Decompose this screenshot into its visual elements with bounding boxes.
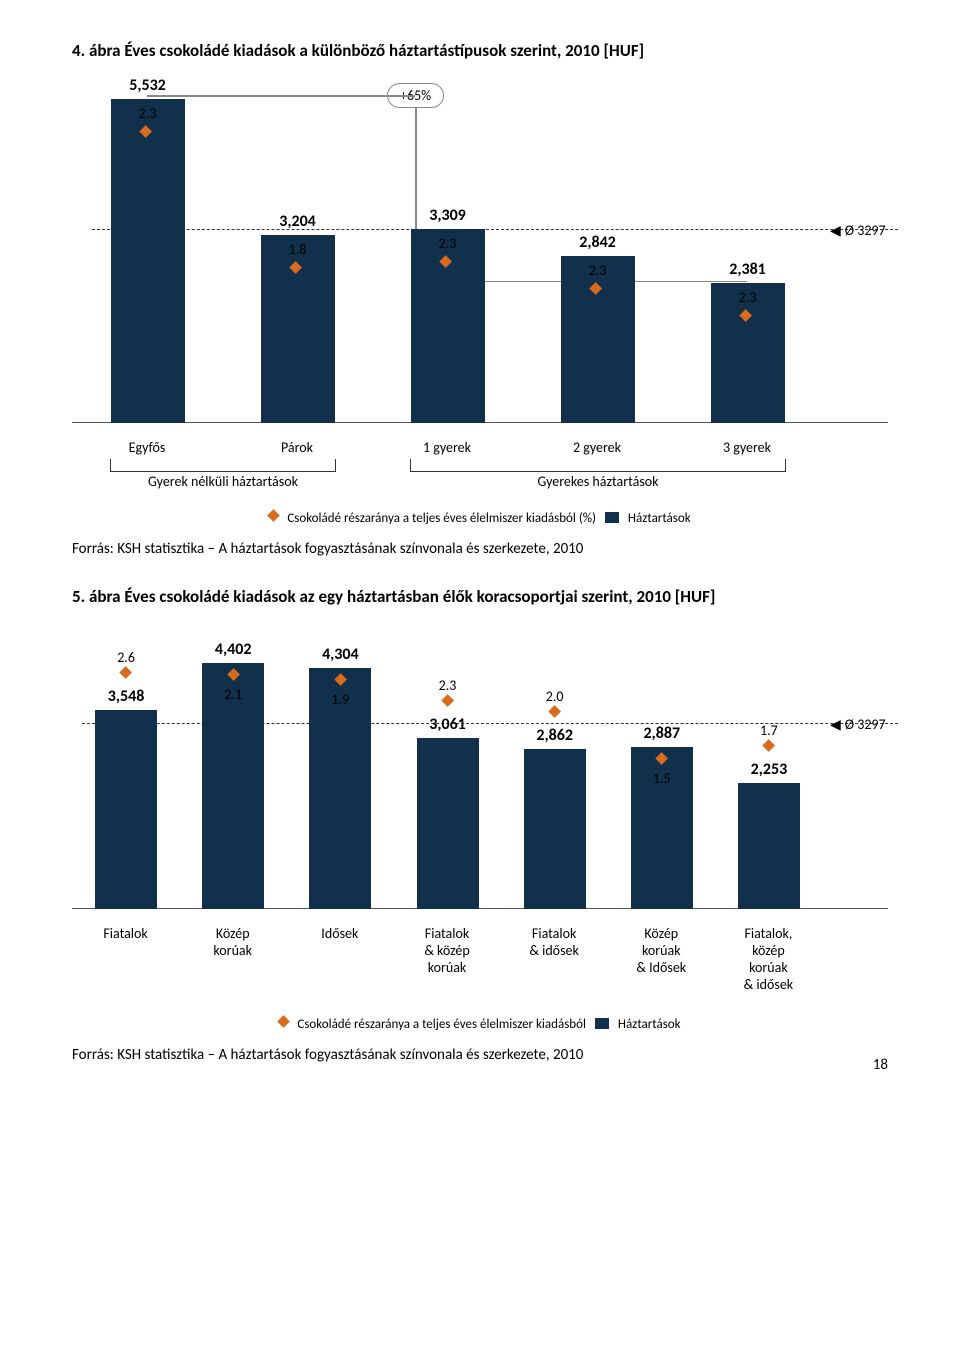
chart5-bar-value: 2,862 [536,726,573,745]
chart5-bar [95,710,157,909]
chart5-x-label: Idősek [321,925,358,942]
chart4-x-label: 3 gyerek [723,439,771,456]
chart5-x-label: Fiatalok& idősek [529,925,578,959]
chart4-x-label: 2 gyerek [573,439,621,456]
chart5-diamond-label: 1.5 [653,752,671,787]
chart5-bar [524,749,586,909]
chart5-diamond-label: 1.7 [760,722,778,757]
chart5-legend-share: Csokoládé részaránya a teljes éves élelm… [297,1017,586,1032]
chart5-source: Forrás: KSH statisztika – A háztartások … [72,1046,888,1064]
chart5-legend: Csokoládé részaránya a teljes éves élelm… [72,1017,888,1032]
chart5-x-label: Fiatalok,középkorúak& idősek [744,925,793,993]
chart4-bracket1: Gyerek nélküli háztartások [110,459,336,472]
chart5-plot-area: Ø 3297 3,548 2.6 4,402 2.1 4,304 1.9 3,061 2.3 2,… [72,629,888,909]
chart4-bar-value: 5,532 [129,76,166,95]
square-icon [595,1018,609,1029]
chart4-group2-label: Gyerekes háztartások [537,473,658,490]
chart5-legend-hh: Háztartások [618,1017,681,1032]
chart4-bar [111,99,185,423]
chart5-bar-value: 3,061 [429,715,466,734]
chart5-diamond-label: 2.3 [439,677,457,712]
chart4-legend: Csokoládé részaránya a teljes éves élelm… [72,511,888,526]
chart4-diamond-label: 2.3 [139,105,157,143]
chart4-plot-area: Ø 3297+65%5,5322.33,2041.83,3092.32,8422… [72,83,888,423]
chart5-x-label: Középkorúak [213,925,252,959]
chart4-x-label: 1 gyerek [423,439,471,456]
chart5-diamond-label: 2.6 [117,649,135,684]
chart5-x-label: Középkorúak& Idősek [636,925,686,976]
chart5-diamond-label: 2.0 [546,688,564,723]
diamond-icon [278,1015,291,1028]
chart4-bracket2: Gyerekes háztartások [410,459,786,472]
chart4-legend-share: Csokoládé részaránya a teljes éves élelm… [287,511,596,526]
chart5-x-label: Fiatalok& középkorúak [424,925,469,976]
chart4-x-label: Párok [281,439,313,456]
chart5-title: 5. ábra Éves csokoládé kiadások az egy h… [72,586,888,607]
chart5-x-label: Fiatalok [103,925,147,942]
chart4-diamond-label: 2.3 [439,235,457,273]
chart4-average-label: Ø 3297 [830,222,886,239]
chart4-bar-value: 2,381 [729,260,766,279]
chart4-average-line [92,229,898,230]
callout-connector [147,95,415,97]
chart4-bar-value: 2,842 [579,233,616,252]
chart4-bar-value: 3,204 [279,212,316,231]
chart5-bar [738,783,800,909]
chart4-diamond-label: 2.3 [589,262,607,300]
chart4-group1-label: Gyerek nélküli háztartások [148,473,298,490]
chart4-legend-hh: Háztartások [628,511,691,526]
chart4-title: 4. ábra Éves csokoládé kiadások a különb… [72,40,888,61]
chart5-bar-value: 4,402 [215,640,252,659]
diamond-icon [268,509,281,522]
chart5-bar [417,738,479,909]
square-icon [605,512,619,523]
chart5-bar-value: 3,548 [108,687,145,706]
chart4-diamond-label: 1.8 [289,241,307,279]
chart5-diamond-label: 2.1 [224,668,242,703]
chart5-x-labels: Fiatalok Középkorúak Idősek Fiatalok& közép… [72,921,888,1011]
chart5-bar-value: 2,887 [644,724,681,743]
page-number: 18 [873,1056,888,1074]
chart4-source: Forrás: KSH statisztika – A háztartások … [72,540,888,558]
chart4-x-labels: Egyfős Párok 1 gyerek 2 gyerek 3 gyerek Gyere… [72,435,888,505]
chart5-diamond-label: 1.9 [331,673,349,708]
chart5-bar-value: 2,253 [751,760,788,779]
chart4-x-label: Egyfős [129,439,166,456]
chart5-average-label: Ø 3297 [830,716,886,733]
chart4-bar-value: 3,309 [429,206,466,225]
chart4-diamond-label: 2.3 [739,289,757,327]
chart5-bar-value: 4,304 [322,645,359,664]
